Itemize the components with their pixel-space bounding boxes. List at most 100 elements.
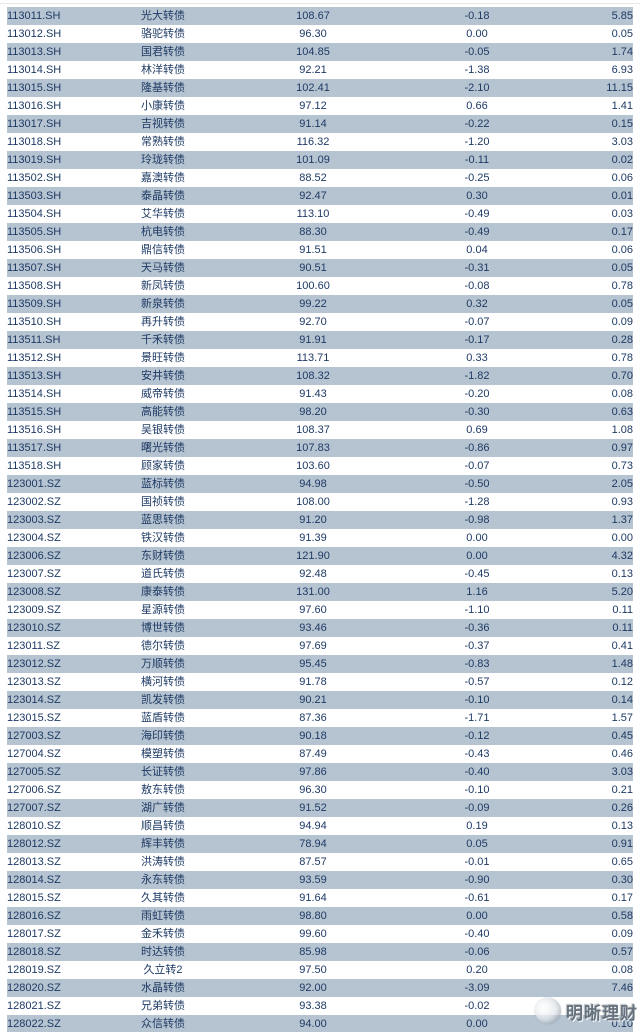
bond-code-cell: 113012.SH [7, 28, 62, 40]
bond-name-cell: 骆驼转债 [141, 28, 185, 40]
bond-name-cell: 敖东转债 [141, 784, 185, 796]
bond-change-cell: 0.69 [466, 424, 488, 436]
bond-name-cell: 林洋转债 [141, 64, 185, 76]
table-row: 123012.SZ 万顺转债 95.45 -0.83 1.48 [7, 655, 633, 673]
bond-change-cell: -1.20 [464, 136, 490, 148]
bond-price-cell: 104.85 [296, 46, 330, 58]
bond-change-cell: 0.00 [466, 532, 488, 544]
table-row: 128012.SZ 辉丰转债 78.94 0.05 0.91 [7, 835, 633, 853]
bond-price-cell: 108.67 [296, 10, 330, 22]
bond-name-cell: 景旺转债 [141, 352, 185, 364]
bond-value-cell: 0.21 [611, 784, 633, 796]
bond-change-cell: -3.09 [464, 982, 490, 994]
bond-change-cell: -0.18 [464, 10, 490, 22]
bond-price-cell: 99.22 [299, 298, 327, 310]
bond-price-cell: 90.21 [299, 694, 327, 706]
bond-code-cell: 113507.SH [7, 262, 62, 274]
bond-code-cell: 127003.SZ [7, 730, 61, 742]
bond-value-cell: 0.11 [612, 622, 633, 634]
bond-change-cell: -0.43 [464, 748, 490, 760]
table-row: 128020.SZ 水晶转债 92.00 -3.09 7.46 [7, 979, 633, 997]
bond-code-cell: 128018.SZ [7, 946, 61, 958]
bond-name-cell: 再升转债 [141, 316, 185, 328]
table-row: 123014.SZ 凯发转债 90.21 -0.10 0.14 [7, 691, 633, 709]
bond-change-cell: -0.45 [464, 568, 490, 580]
bond-value-cell: 0.00 [611, 532, 633, 544]
bond-code-cell: 128016.SZ [7, 910, 61, 922]
bond-value-cell: 0.05 [611, 28, 633, 40]
bond-change-cell: -0.61 [464, 892, 490, 904]
bond-value-cell: 5.20 [611, 586, 633, 598]
bond-code-cell: 127007.SZ [7, 802, 61, 814]
bond-code-cell: 113504.SH [7, 208, 62, 220]
table-row: 113512.SH 景旺转债 113.71 0.33 0.78 [7, 349, 633, 367]
bond-code-cell: 128015.SZ [7, 892, 61, 904]
bond-name-cell: 国祯转债 [141, 496, 185, 508]
bond-price-cell: 87.36 [299, 712, 327, 724]
bond-value-cell: 7.46 [611, 982, 633, 994]
bond-code-cell: 128021.SZ [7, 1000, 61, 1012]
bond-value-cell: 1.74 [611, 46, 633, 58]
bond-value-cell: 0.08 [611, 964, 633, 976]
bond-code-cell: 127006.SZ [7, 784, 61, 796]
bond-change-cell: 0.33 [466, 352, 488, 364]
bond-value-cell: 11.15 [606, 82, 633, 94]
bond-change-cell: -0.22 [464, 118, 490, 130]
bond-value-cell: 0.13 [611, 820, 633, 832]
bond-code-cell: 123014.SZ [7, 694, 61, 706]
bond-price-cell: 97.86 [299, 766, 327, 778]
bond-price-cell: 94.94 [299, 820, 327, 832]
bond-change-cell: -0.49 [464, 226, 490, 238]
bond-price-cell: 88.52 [299, 172, 327, 184]
table-row: 123013.SZ 横河转债 91.78 -0.57 0.12 [7, 673, 633, 691]
table-row: 113517.SH 曙光转债 107.83 -0.86 0.97 [7, 439, 633, 457]
bond-price-cell: 97.50 [299, 964, 327, 976]
bond-value-cell: 0.73 [611, 460, 633, 472]
bond-change-cell: 0.00 [466, 550, 488, 562]
bond-change-cell: -0.31 [464, 262, 490, 274]
bond-value-cell: 0.02 [611, 154, 633, 166]
bond-change-cell: 0.05 [466, 838, 488, 850]
bond-value-cell: 0.17 [611, 226, 633, 238]
bond-name-cell: 高能转债 [141, 406, 185, 418]
bond-value-cell: 1.41 [611, 100, 633, 112]
bond-name-cell: 千禾转债 [141, 334, 185, 346]
table-row: 128019.SZ 久立转2 97.50 0.20 0.08 [7, 961, 633, 979]
table-row: 113514.SH 威帝转债 91.43 -0.20 0.08 [7, 385, 633, 403]
bond-name-cell: 嘉澳转债 [141, 172, 185, 184]
table-row: 113013.SH 国君转债 104.85 -0.05 1.74 [7, 43, 633, 61]
bond-code-cell: 113508.SH [7, 280, 62, 292]
bond-name-cell: 久其转债 [141, 892, 185, 904]
bond-value-cell: 0.05 [611, 298, 633, 310]
bond-change-cell: -0.40 [464, 928, 490, 940]
bond-code-cell: 113517.SH [7, 442, 62, 454]
table-row: 113011.SH 光大转债 108.67 -0.18 5.85 [7, 7, 633, 25]
table-row: 113502.SH 嘉澳转债 88.52 -0.25 0.06 [7, 169, 633, 187]
bond-change-cell: -1.82 [464, 370, 490, 382]
bond-name-cell: 东财转债 [141, 550, 185, 562]
bond-change-cell: -0.17 [464, 334, 490, 346]
bond-code-cell: 113516.SH [7, 424, 62, 436]
table-row: 123009.SZ 星源转债 97.60 -1.10 0.11 [7, 601, 633, 619]
bond-name-cell: 国君转债 [141, 46, 185, 58]
bond-value-cell: 0.15 [611, 118, 633, 130]
bond-change-cell: -1.28 [464, 496, 490, 508]
bond-price-cell: 100.60 [296, 280, 330, 292]
bond-change-cell: -0.86 [464, 442, 490, 454]
bond-value-cell: 1.57 [611, 712, 633, 724]
bond-change-cell: 0.19 [466, 820, 488, 832]
bond-price-cell: 97.60 [299, 604, 327, 616]
bond-value-cell: 0.11 [612, 604, 633, 616]
bond-name-cell: 雨虹转债 [141, 910, 185, 922]
bond-price-cell: 94.98 [299, 478, 327, 490]
bond-name-cell: 玲珑转债 [141, 154, 185, 166]
bond-value-cell: 1.08 [611, 424, 633, 436]
bond-code-cell: 123004.SZ [7, 532, 61, 544]
bond-name-cell: 艾华转债 [141, 208, 185, 220]
bond-value-cell: 0.78 [611, 280, 633, 292]
bond-name-cell: 辉丰转债 [141, 838, 185, 850]
bond-value-cell [537, 997, 633, 1015]
bond-name-cell: 曙光转债 [141, 442, 185, 454]
bond-code-cell: 113013.SH [7, 46, 62, 58]
bond-code-cell: 123011.SZ [7, 640, 61, 652]
